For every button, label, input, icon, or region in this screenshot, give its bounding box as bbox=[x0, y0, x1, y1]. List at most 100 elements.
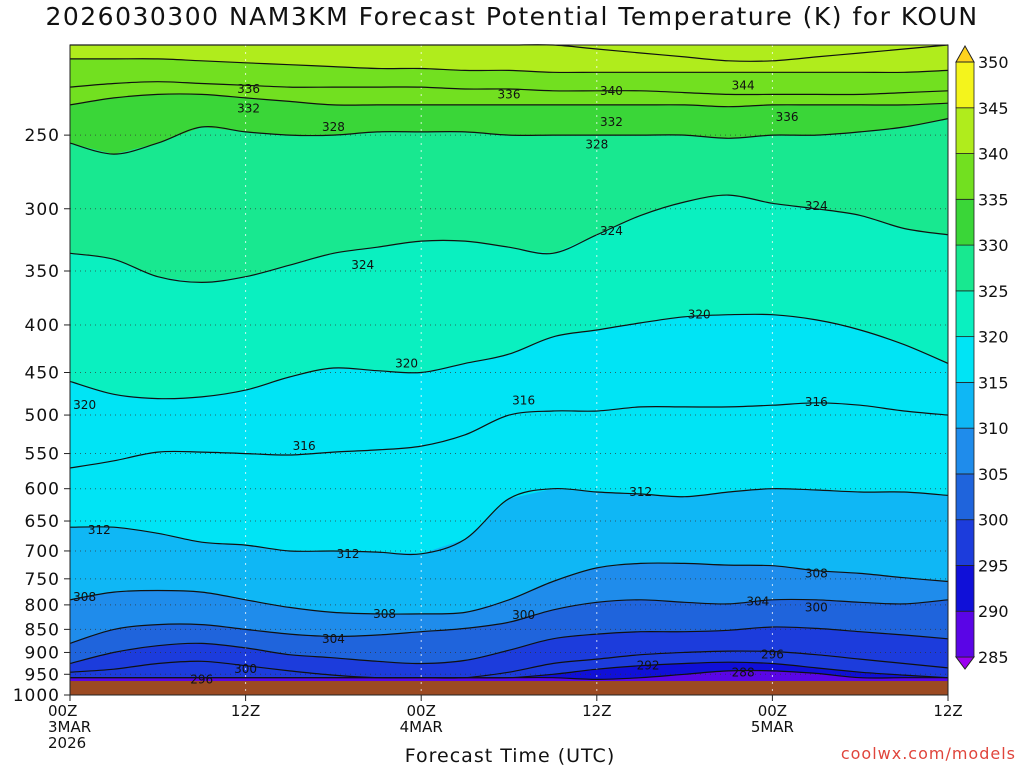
contour-label-text: 332 bbox=[600, 115, 623, 129]
contour-label-text: 332 bbox=[237, 101, 260, 115]
contour-label-text: 336 bbox=[237, 82, 260, 96]
frame-rect bbox=[69, 44, 949, 696]
contour-label-312: 312 bbox=[629, 485, 652, 499]
colorbar-tick-label: 325 bbox=[978, 282, 1009, 301]
contour-label-text: 312 bbox=[337, 547, 360, 561]
contour-label-320: 320 bbox=[688, 308, 711, 322]
contour-328 bbox=[69, 118, 949, 155]
contour-316 bbox=[69, 402, 949, 469]
colorbar-tick-label: 330 bbox=[978, 236, 1009, 255]
contour-label-text: 344 bbox=[732, 78, 755, 92]
contour-label-316: 316 bbox=[293, 439, 316, 453]
contour-label-text: 308 bbox=[805, 566, 828, 580]
contour-label-text: 288 bbox=[732, 666, 755, 680]
contour-label-312: 312 bbox=[88, 523, 111, 537]
contour-label-336: 336 bbox=[776, 110, 799, 124]
contour-label-text: 300 bbox=[234, 662, 257, 676]
colorbar-tick-label: 285 bbox=[978, 648, 1009, 667]
contour-label-text: 304 bbox=[746, 594, 769, 608]
contour-label-332: 332 bbox=[600, 115, 623, 129]
colorbar: 285 290 295 300 305 310 315 320 325 330 335 340 345 3… bbox=[955, 44, 1009, 670]
colorbar-tick-label: 300 bbox=[978, 511, 1009, 530]
y-tick-label: 450 bbox=[25, 364, 60, 384]
contour-label-text: 336 bbox=[776, 110, 799, 124]
x-tick-label: 3MAR bbox=[48, 718, 91, 736]
contour-label-text: 316 bbox=[293, 439, 316, 453]
plot-frame bbox=[69, 44, 949, 696]
contour-label-308: 308 bbox=[805, 566, 828, 580]
contour-label-320: 320 bbox=[73, 398, 96, 412]
contour-label-328: 328 bbox=[322, 120, 345, 134]
contour-296 bbox=[69, 650, 949, 679]
contour-label-328: 328 bbox=[585, 138, 608, 152]
y-tick-label: 650 bbox=[25, 512, 60, 532]
colorbar-swatch bbox=[955, 198, 975, 246]
colorbar-swatch bbox=[955, 244, 975, 292]
contour-label-text: 336 bbox=[498, 87, 521, 101]
contour-label-324: 324 bbox=[600, 224, 623, 238]
y-tick-label: 750 bbox=[25, 570, 60, 590]
y-axis: 250 300 350 400 450 500 550 600 650 700 750 800 850 9… bbox=[13, 126, 70, 706]
contour-label-300: 300 bbox=[234, 662, 257, 676]
contour-label-text: 292 bbox=[637, 659, 660, 673]
contour-308 bbox=[69, 562, 949, 615]
colorbar-swatch bbox=[955, 61, 975, 109]
contour-332 bbox=[69, 93, 949, 108]
contour-300 bbox=[69, 626, 949, 665]
terrain bbox=[70, 681, 948, 695]
contour-label-text: 340 bbox=[600, 84, 623, 98]
theta-fills bbox=[70, 45, 948, 696]
contour-340 bbox=[70, 58, 949, 74]
colorbar-swatch bbox=[955, 290, 975, 338]
page-title: 2026030300 NAM3KM Forecast Potential Tem… bbox=[45, 2, 979, 31]
contour-336 bbox=[69, 81, 949, 96]
contour-label-text: 324 bbox=[351, 258, 374, 272]
contour-label-text: 328 bbox=[322, 120, 345, 134]
colorbar-max-arrow bbox=[955, 44, 975, 63]
contour-label-300: 300 bbox=[805, 600, 828, 614]
contour-label-316: 316 bbox=[512, 393, 535, 407]
colorbar-swatch bbox=[955, 610, 975, 658]
colorbar-tick-label: 310 bbox=[978, 419, 1009, 438]
colorbar-tick-label: 350 bbox=[978, 53, 1009, 72]
contour-label-text: 320 bbox=[395, 356, 418, 370]
contour-label-text: 296 bbox=[761, 648, 784, 662]
contour-312 bbox=[69, 487, 949, 556]
colorbar-tick-label: 295 bbox=[978, 556, 1009, 575]
colorbar-swatch bbox=[955, 336, 975, 383]
contour-labels: 336 332 328 336 340 344 332 336 328 324 324 324 320 3… bbox=[73, 78, 828, 686]
colorbar-swatch bbox=[955, 107, 975, 154]
contour-label-292: 292 bbox=[637, 659, 660, 673]
x-tick-label: 12Z bbox=[231, 702, 260, 720]
contour-label-316: 316 bbox=[805, 395, 828, 409]
contour-label-text: 316 bbox=[512, 393, 535, 407]
contour-292 bbox=[70, 661, 949, 679]
x-tick-label: 4MAR bbox=[400, 718, 443, 736]
contour-label-text: 300 bbox=[512, 608, 535, 622]
colorbar-tick-label: 290 bbox=[978, 602, 1009, 621]
contour-label-text: 296 bbox=[190, 672, 213, 686]
contour-label-304: 304 bbox=[746, 594, 769, 608]
x-tick-label: 5MAR bbox=[751, 718, 794, 736]
colorbar-swatch bbox=[955, 427, 975, 475]
y-tick-label: 250 bbox=[25, 126, 60, 146]
contour-label-text: 320 bbox=[73, 398, 96, 412]
y-tick-label: 350 bbox=[25, 262, 60, 282]
colorbar-tick-label: 340 bbox=[978, 145, 1009, 164]
y-tick-label: 550 bbox=[25, 445, 60, 465]
colorbar-swatch bbox=[955, 473, 975, 521]
y-tick-label: 300 bbox=[25, 200, 60, 220]
contour-label-text: 328 bbox=[585, 138, 608, 152]
x-tick-label: 12Z bbox=[582, 702, 611, 720]
y-tick-label: 1000 bbox=[13, 686, 60, 706]
colorbar-swatch bbox=[955, 153, 975, 200]
contour-label-300: 300 bbox=[512, 608, 535, 622]
contour-label-340: 340 bbox=[600, 84, 623, 98]
contour-label-text: 320 bbox=[688, 308, 711, 322]
x-tick-label: 00Z bbox=[407, 702, 436, 720]
contour-label-text: 312 bbox=[629, 485, 652, 499]
contour-label-332: 332 bbox=[237, 101, 260, 115]
credit-link[interactable]: coolwx.com/models bbox=[840, 744, 1016, 763]
